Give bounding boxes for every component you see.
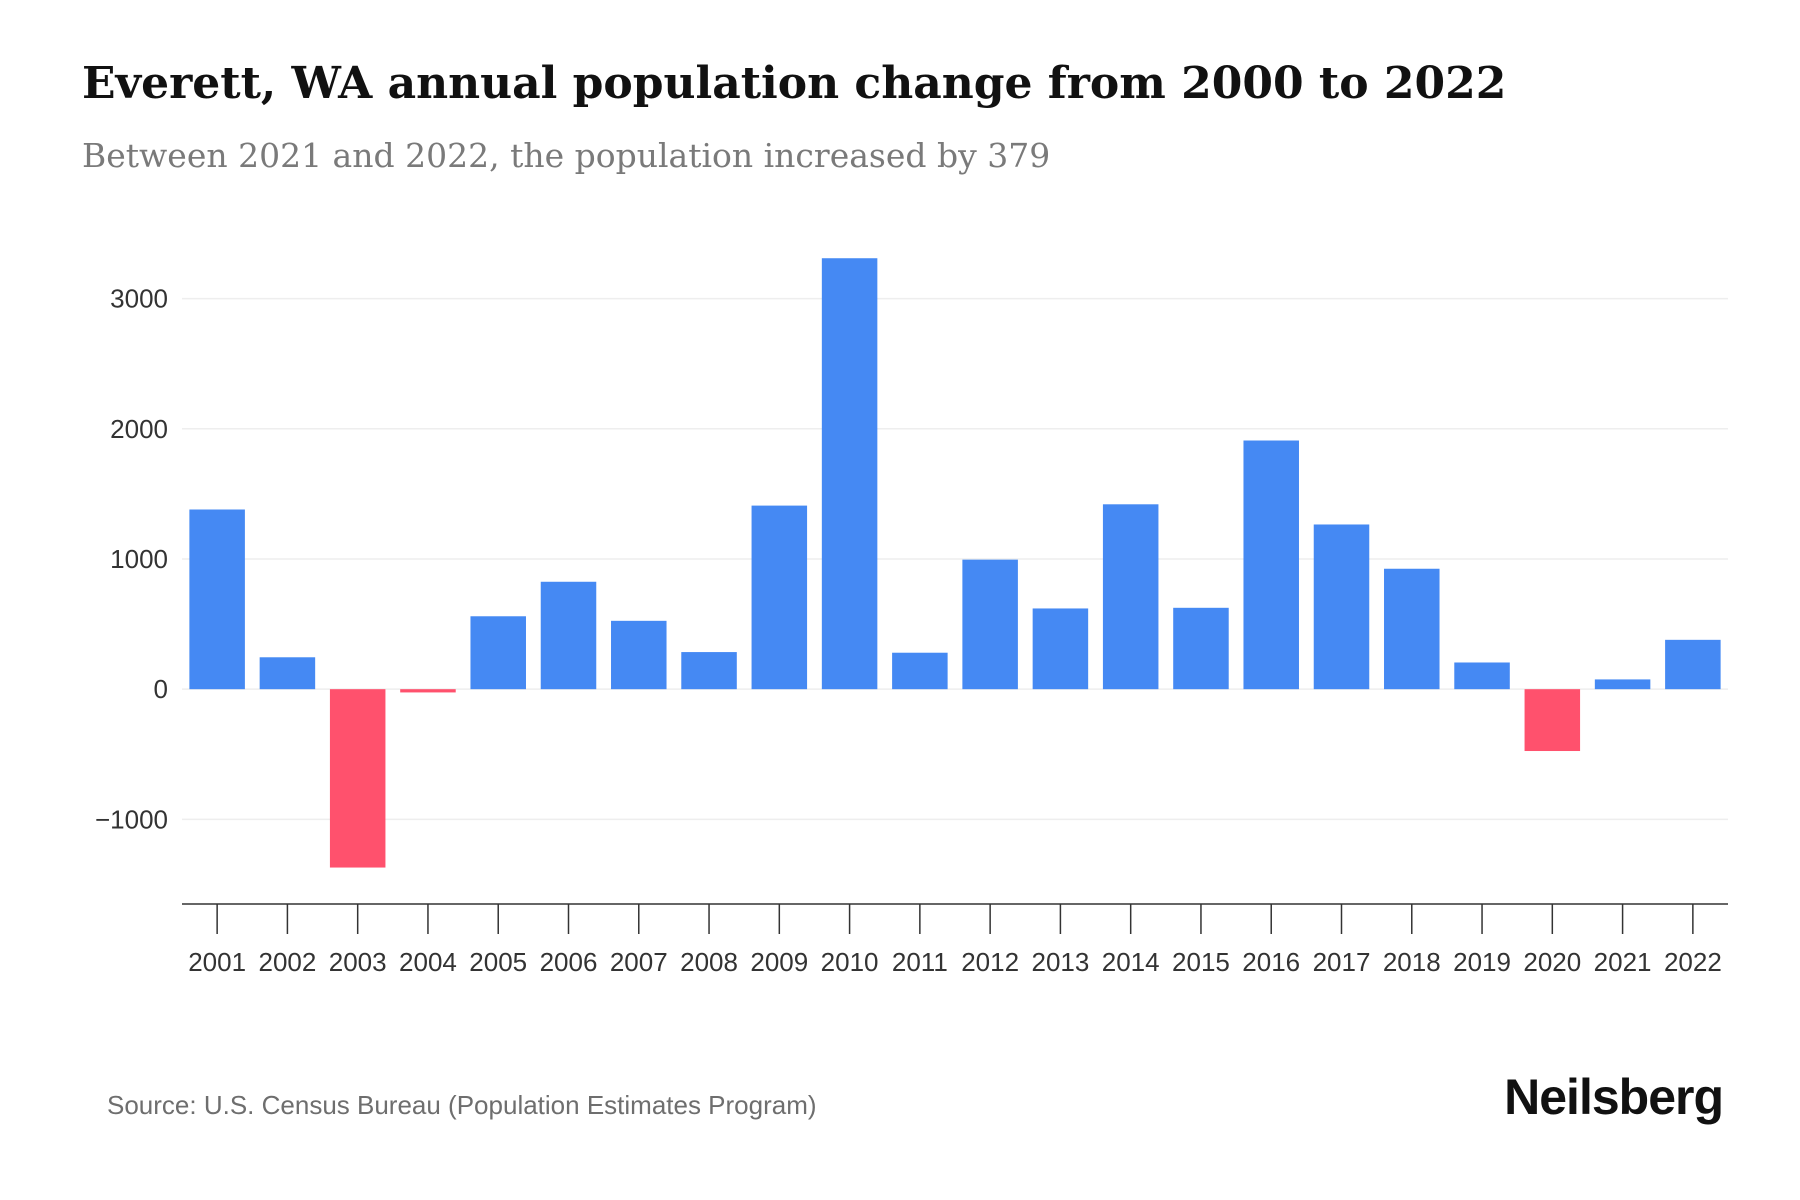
x-tick-label: 2006 bbox=[540, 947, 598, 977]
x-tick-label: 2001 bbox=[188, 947, 246, 977]
bar-2006 bbox=[540, 581, 597, 690]
x-tick-label: 2015 bbox=[1172, 947, 1230, 977]
x-tick-label: 2004 bbox=[399, 947, 457, 977]
bar-2010 bbox=[821, 258, 878, 690]
x-tick-label: 2020 bbox=[1523, 947, 1581, 977]
tick-labels: −1000 0 1000 2000 3000 2001 2002 2003 2004 2005 20… bbox=[95, 284, 1722, 977]
bar-2005 bbox=[470, 616, 526, 690]
bar-2022 bbox=[1665, 639, 1721, 690]
x-tick-label: 2021 bbox=[1594, 947, 1652, 977]
gridlines bbox=[182, 297, 1728, 821]
x-tick-label: 2016 bbox=[1242, 947, 1300, 977]
bar-2015 bbox=[1173, 607, 1229, 690]
x-tick-label: 2010 bbox=[821, 947, 879, 977]
chart-title: Everett, WA annual population change fro… bbox=[82, 58, 1507, 109]
x-tick-label: 2018 bbox=[1383, 947, 1441, 977]
x-tick-label: 2014 bbox=[1102, 947, 1160, 977]
y-tick-label: 0 bbox=[154, 674, 168, 704]
y-tick-label: 1000 bbox=[110, 544, 168, 574]
x-tick-label: 2022 bbox=[1664, 947, 1722, 977]
bar-2002 bbox=[259, 657, 316, 690]
x-tick-label: 2005 bbox=[469, 947, 527, 977]
x-tick-label: 2007 bbox=[610, 947, 668, 977]
x-tick-label: 2017 bbox=[1313, 947, 1371, 977]
bar-2004 bbox=[400, 689, 456, 693]
bar-2001 bbox=[189, 509, 245, 690]
x-tick-label: 2002 bbox=[258, 947, 316, 977]
bar-2011 bbox=[892, 652, 948, 690]
bar-2020 bbox=[1524, 689, 1581, 752]
bar-2007 bbox=[611, 620, 667, 690]
bars bbox=[189, 258, 1721, 868]
bar-2021 bbox=[1594, 679, 1651, 690]
y-tick-label: 3000 bbox=[110, 284, 168, 314]
bar-2008 bbox=[681, 652, 737, 690]
chart-subtitle: Between 2021 and 2022, the population in… bbox=[82, 136, 1051, 175]
bar-2012 bbox=[962, 559, 1018, 690]
x-tick-label: 2003 bbox=[329, 947, 387, 977]
bar-2019 bbox=[1454, 662, 1510, 690]
bar-2014 bbox=[1102, 504, 1159, 690]
x-tick-label: 2013 bbox=[1031, 947, 1089, 977]
bar-2013 bbox=[1032, 608, 1089, 690]
source-note: Source: U.S. Census Bureau (Population E… bbox=[107, 1090, 817, 1120]
bar-2016 bbox=[1243, 440, 1299, 690]
x-tick-label: 2011 bbox=[892, 947, 948, 977]
bar-2017 bbox=[1313, 524, 1370, 690]
y-tick-label: 2000 bbox=[110, 414, 168, 444]
bar-2018 bbox=[1384, 568, 1440, 690]
x-tick-label: 2019 bbox=[1453, 947, 1511, 977]
bar-2003 bbox=[329, 689, 386, 868]
x-tick-label: 2009 bbox=[750, 947, 808, 977]
x-tick-label: 2008 bbox=[680, 947, 738, 977]
bar-2009 bbox=[751, 505, 808, 690]
x-tick-label: 2012 bbox=[961, 947, 1019, 977]
brand-logo: Neilsberg bbox=[1504, 1069, 1724, 1125]
y-tick-label: −1000 bbox=[95, 804, 168, 834]
x-axis bbox=[182, 903, 1728, 934]
